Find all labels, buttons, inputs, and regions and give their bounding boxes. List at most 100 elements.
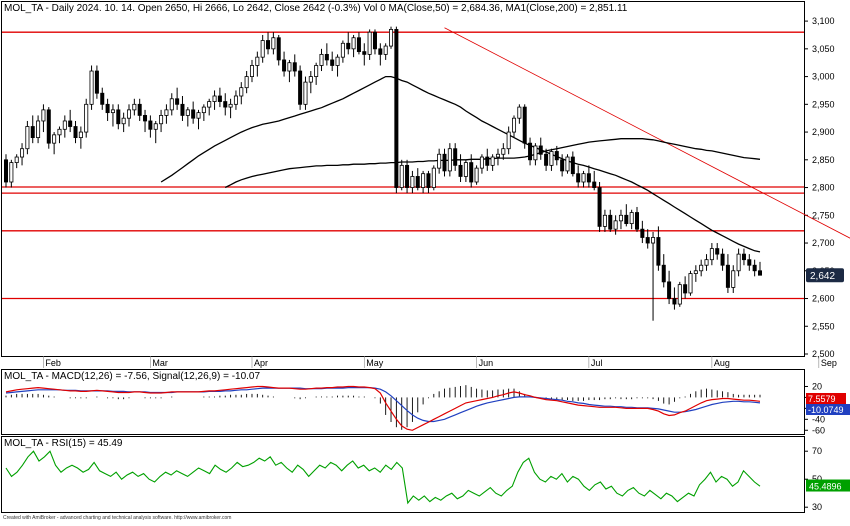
candle-body [330,59,335,66]
candle-body [153,123,158,130]
candle [319,48,324,72]
candle-body [196,112,201,119]
candle-body [116,109,121,125]
candle [52,132,57,155]
month-label: Jul [591,358,603,368]
candle-body [276,37,281,61]
candle-body [20,148,25,158]
macd-y-tick-label: -60 [812,425,825,435]
price-y-tick-label: 2,900 [812,127,835,137]
macd-pane[interactable] [1,369,805,435]
candle [389,26,394,49]
candle-body [651,237,656,244]
trendline [444,27,850,239]
candle-body [453,148,458,166]
macd-value-badge [806,393,846,404]
candle-body [319,53,324,66]
candle [340,40,345,63]
candle [57,126,62,144]
candle [565,154,570,174]
candle-body [501,148,506,155]
price-y-tick-label: 2,550 [812,321,835,331]
candle-body [180,103,185,116]
candle-body [597,187,602,227]
candle [233,90,238,110]
price-y-tick-label: 3,000 [812,72,835,82]
candle-body [3,159,9,183]
candle [191,101,196,124]
candle [677,281,682,307]
candle [180,96,185,121]
candle-body [421,173,426,188]
price-layer: 2,5002,5502,6002,6502,7002,7502,8002,850… [2,16,850,368]
candle [736,248,741,277]
candle-body [84,103,89,133]
candle [212,90,217,110]
price-y-tick-label: 2,950 [812,99,835,109]
month-label: Mar [152,358,168,368]
candle-body [14,156,19,163]
candle-body [677,284,682,305]
candle [126,104,131,127]
macd-y-tick-label: 20 [812,381,822,391]
candle [30,115,35,144]
candle-body [613,220,618,230]
candle [314,62,319,85]
candle-body [271,37,276,50]
candle [260,34,265,63]
candle [528,137,533,166]
candle [405,159,410,194]
candle-body [474,167,479,183]
candle [175,87,180,110]
candle-body [447,148,452,172]
candle-body [207,101,212,108]
candle-body [538,145,543,155]
macd-layer: 200-20-40-607.5579-10.0749 [5,381,850,435]
candle-body [175,98,180,105]
candle [426,170,431,194]
candle [661,254,666,288]
candle-body [549,151,554,166]
candle-body [335,56,340,66]
candle [458,154,463,182]
candle [335,54,340,77]
candle [586,165,591,188]
candle [699,259,704,277]
candle [437,148,442,174]
candle-body [672,298,677,305]
candle [201,104,206,121]
candle [249,59,254,83]
candle-body [303,81,308,105]
candle [298,65,303,110]
candle-body [383,45,388,55]
candle-body [442,153,447,172]
candle-body [731,270,736,288]
candle [469,154,474,188]
month-label: May [366,358,384,368]
candle [640,220,645,244]
candle-body [324,53,329,61]
candle [169,93,174,116]
candle-body [159,115,164,125]
rsi-line [5,450,761,505]
candle [613,215,618,235]
candle [731,265,736,293]
candle-body [372,31,377,50]
candle [757,261,763,276]
candle [73,120,78,144]
candle [704,254,709,271]
candle [330,51,335,72]
candle-body [233,95,238,105]
candle [132,98,137,116]
candle [431,165,436,191]
candle-body [426,173,431,188]
candle-body [635,212,640,230]
candle [522,104,527,149]
candle [292,54,297,77]
candle [100,87,105,110]
rsi-y-tick-label: 30 [812,502,822,512]
candle-body [126,109,131,119]
candle [351,34,356,58]
candle-body [378,48,383,55]
